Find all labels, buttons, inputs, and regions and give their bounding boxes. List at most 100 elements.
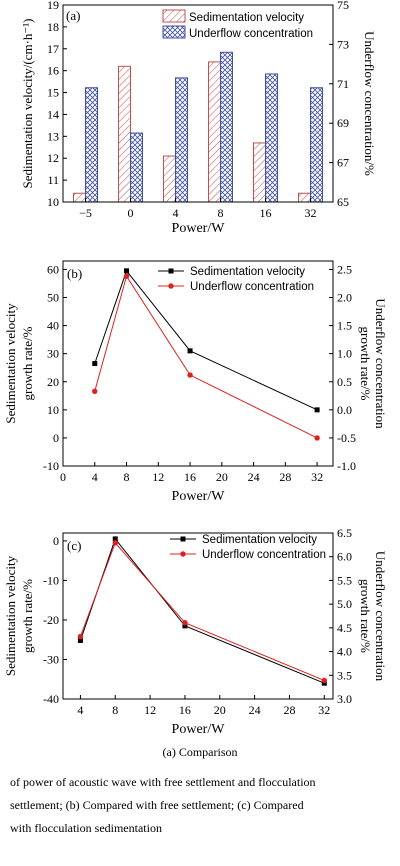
- series-line-sedimentation-velocity: [94, 269, 318, 411]
- right-axis-tick-label: 0.0: [337, 403, 352, 417]
- caption-line-3: settlement; (b) Compared with free settl…: [10, 798, 304, 812]
- left-axis-label-line1: Sedimentation velocity: [3, 303, 18, 424]
- data-point-underflow-concentration: [77, 633, 84, 640]
- left-axis-label-line2: growth rate/%: [20, 579, 35, 653]
- right-axis-tick-label: 5.5: [337, 573, 352, 587]
- x-axis-tick-label: 28: [283, 703, 295, 717]
- left-axis-tick-label: 13: [47, 129, 59, 143]
- x-axis-label: Power/W: [172, 489, 226, 504]
- x-axis-tick-label: −5: [79, 206, 92, 220]
- left-axis-tick-label: 10: [47, 195, 59, 209]
- right-axis-tick-label: 4.0: [337, 645, 352, 659]
- right-axis-tick-label: 71: [337, 77, 349, 91]
- panel-b-line-chart: 0 4 8 12 16 20 24 28 32-100102030405060-1.0-0.50…: [3, 260, 388, 504]
- plot-frame: [62, 4, 334, 203]
- left-axis-tick-label: 0: [53, 431, 59, 445]
- x-axis-tick-label: 16: [184, 470, 196, 484]
- data-point-sedimentation-velocity: [321, 680, 327, 686]
- right-axis-tick-label: 67: [337, 156, 349, 170]
- bar-sedimentation-velocity: [118, 65, 131, 203]
- legend-marker-sedimentation-velocity: [168, 268, 174, 274]
- data-point-underflow-concentration: [187, 372, 193, 378]
- right-axis-tick-label: 2.0: [337, 291, 352, 305]
- x-axis-tick-label: 4: [173, 206, 179, 220]
- left-axis-label-line2: growth rate/%: [20, 326, 35, 400]
- left-axis-tick-label: 30: [47, 347, 59, 361]
- bar-underflow-concentration: [310, 87, 323, 203]
- x-axis-tick-label: 20: [216, 470, 228, 484]
- x-axis-tick-label: 8: [112, 703, 118, 717]
- left-axis-tick-label: 18: [47, 20, 59, 34]
- data-point-underflow-concentration: [182, 620, 188, 626]
- legend-label-sedimentation-velocity: Sedimentation velocity: [202, 534, 317, 546]
- series-line-underflow-concentration: [94, 274, 318, 439]
- right-axis-tick-label: 65: [337, 195, 349, 209]
- right-axis-tick-label: 2.5: [337, 262, 352, 276]
- left-axis-label: Sedimentation velocity/(cm·h⁻¹): [20, 19, 35, 189]
- data-point-underflow-concentration: [321, 677, 327, 684]
- legend-label-sedimentation-velocity: Sedimentation velocity: [189, 12, 304, 24]
- left-axis-tick-label: 19: [47, 0, 59, 12]
- right-axis-tick-label: 69: [337, 116, 349, 130]
- x-axis-tick-label: 4: [77, 703, 83, 717]
- x-axis-label: Power/W: [172, 722, 226, 737]
- left-axis-tick-label: -40: [43, 692, 59, 706]
- caption-line-4: with flocculation sedimentation: [10, 821, 162, 835]
- left-axis-tick-label: -30: [43, 652, 59, 666]
- legend-marker-underflow-concentration: [168, 283, 174, 289]
- x-axis-tick-label: 20: [214, 703, 226, 717]
- left-axis-tick-label: 15: [47, 86, 59, 100]
- x-axis-tick-label: 24: [249, 703, 261, 717]
- legend-marker-sedimentation-velocity: [180, 536, 186, 542]
- bar-sedimentation-velocity: [163, 155, 176, 203]
- x-axis-tick-label: 12: [144, 703, 156, 717]
- legend-swatch-underflow-concentration: [162, 25, 186, 39]
- right-axis-tick-label: 1.0: [337, 347, 352, 361]
- left-axis-tick-label: 16: [47, 64, 59, 78]
- left-axis-tick-label: 40: [47, 319, 59, 333]
- panel-label: (b): [67, 266, 82, 281]
- panel-label: (a): [66, 8, 80, 23]
- legend-label-sedimentation-velocity: Sedimentation velocity: [190, 266, 305, 278]
- data-point-underflow-concentration: [112, 540, 118, 546]
- plot-frame: [62, 260, 334, 467]
- data-point-underflow-concentration: [123, 273, 130, 279]
- series-line-underflow-concentration: [79, 541, 325, 681]
- left-axis-tick-label: 17: [47, 42, 59, 56]
- right-axis-label-line1: Underflow concentration: [373, 298, 388, 429]
- right-axis-tick-label: 75: [337, 0, 349, 12]
- data-point-sedimentation-velocity: [187, 348, 193, 354]
- right-axis-tick-label: 73: [337, 37, 349, 51]
- x-axis-label: Power/W: [172, 221, 226, 236]
- right-axis-tick-label: -0.5: [337, 431, 356, 445]
- x-axis-tick-label: 0: [60, 470, 66, 484]
- left-axis-tick-label: -10: [43, 459, 59, 473]
- right-axis-label-line1: Underflow concentration: [373, 551, 388, 682]
- left-axis-tick-label: 11: [47, 173, 59, 187]
- bar-underflow-concentration: [85, 87, 98, 203]
- legend-swatch-sedimentation-velocity: [162, 9, 186, 23]
- data-point-sedimentation-velocity: [92, 361, 98, 366]
- legend-label-underflow-concentration: Underflow concentration: [189, 28, 313, 40]
- panel-label: (c): [67, 538, 81, 553]
- data-point-sedimentation-velocity: [77, 638, 83, 644]
- caption-line-2: of power of acoustic wave with free sett…: [10, 775, 316, 789]
- bar-sedimentation-velocity: [73, 192, 86, 203]
- data-point-underflow-concentration: [314, 435, 320, 441]
- bar-underflow-concentration: [265, 73, 278, 203]
- right-axis-label: Underflow concentration/%: [362, 31, 377, 176]
- left-axis-tick-label: 50: [47, 291, 59, 305]
- right-axis-tick-label: 5.0: [337, 597, 352, 611]
- bar-sedimentation-velocity: [298, 192, 311, 203]
- right-axis-tick-label: 3.0: [337, 692, 352, 706]
- bar-sedimentation-velocity: [208, 61, 221, 203]
- legend-label-underflow-concentration: Underflow concentration: [202, 549, 326, 561]
- bar-sedimentation-velocity: [253, 142, 266, 203]
- right-axis-tick-label: 6.5: [337, 526, 352, 540]
- left-axis-tick-label: 0: [53, 534, 59, 548]
- panel-a-bar-chart: −5 0 4 8 16 32 10 11 12 13 14 15 16 17 18 19 65 67 69 71 73 7…: [20, 0, 377, 236]
- x-axis-tick-label: 28: [279, 470, 291, 484]
- data-point-sedimentation-velocity: [112, 536, 118, 542]
- right-axis-tick-label: 0.5: [337, 375, 352, 389]
